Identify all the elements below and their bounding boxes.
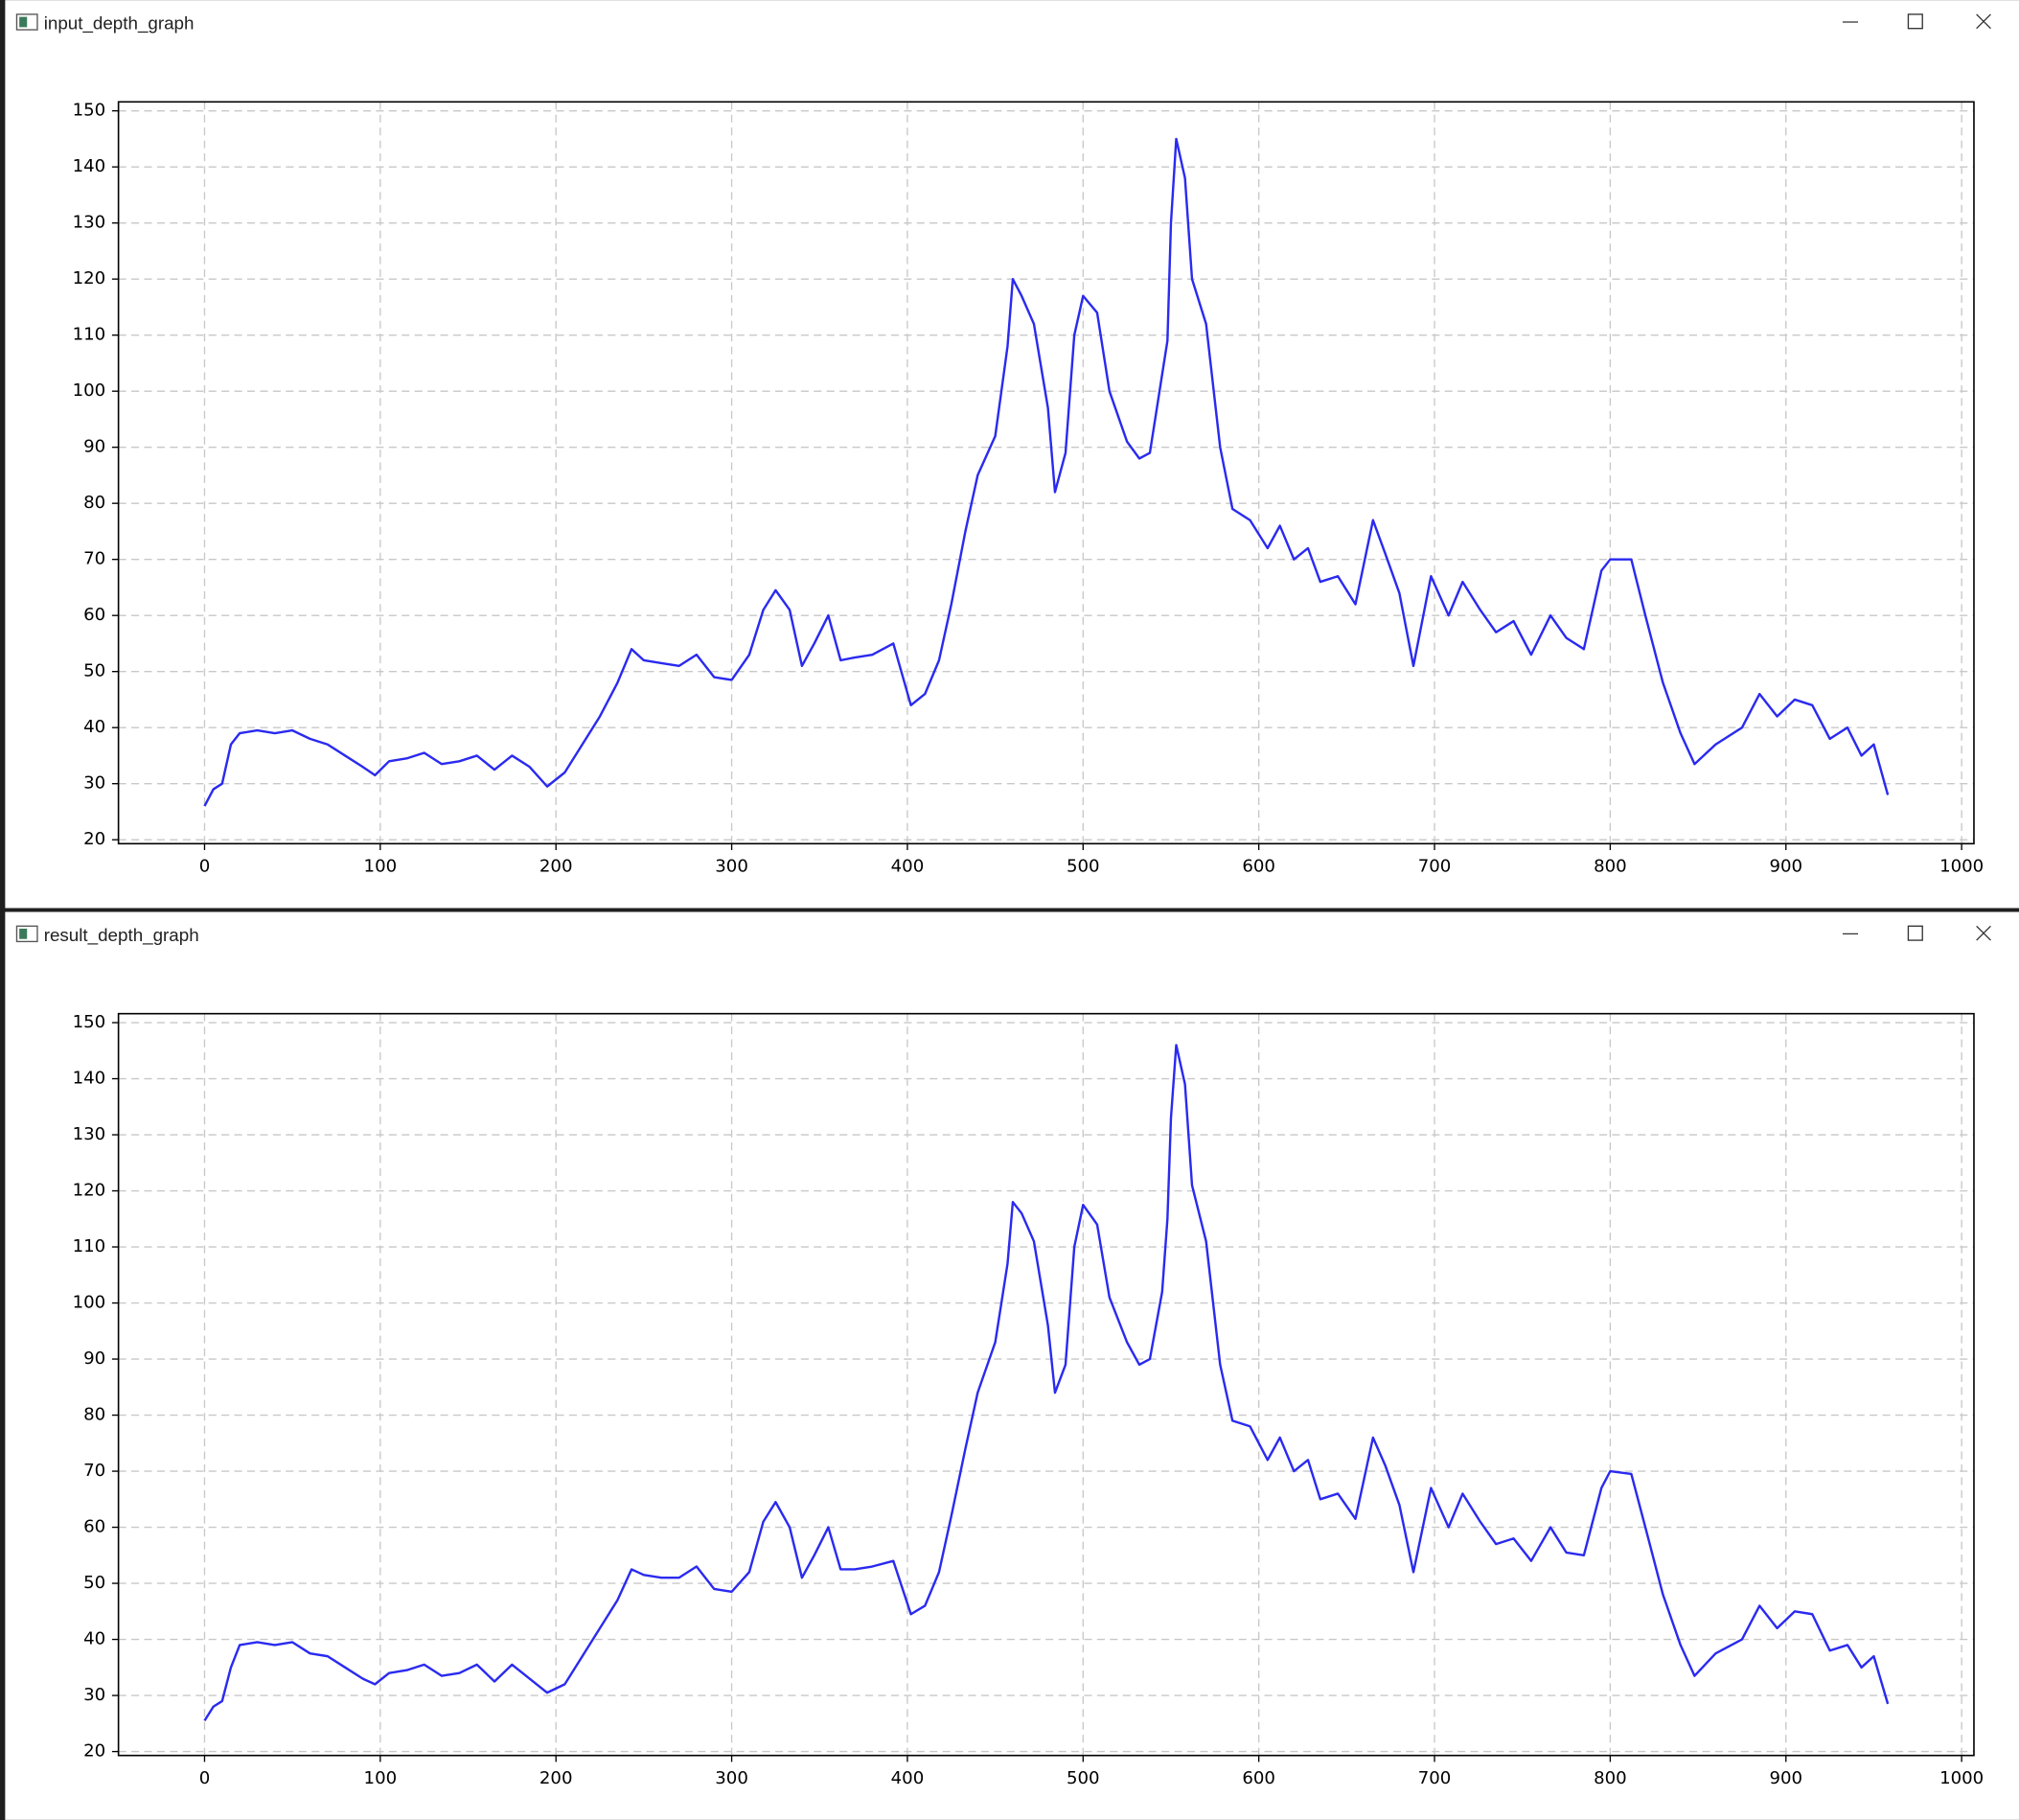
y-tick-label: 50 — [83, 1573, 105, 1593]
x-tick-label: 500 — [1067, 856, 1100, 876]
y-tick-label: 110 — [73, 325, 106, 345]
x-tick-label: 200 — [539, 856, 573, 876]
data-line — [203, 137, 1890, 807]
x-tick-label: 300 — [715, 1768, 748, 1788]
window-frame — [5, 0, 2019, 909]
y-tick-label: 70 — [83, 1461, 105, 1481]
y-tick-label: 60 — [83, 1517, 105, 1537]
y-tick-label: 150 — [73, 101, 106, 121]
x-tick-label: 0 — [199, 1768, 211, 1788]
window: input_depth_graph — [5, 0, 2019, 909]
chart: 20 30 40 50 60 70 80 90 100 110 120 130 140 150 0 100 20… — [73, 1012, 1985, 1788]
y-tick-label: 100 — [73, 380, 106, 401]
window: result_depth_graph — [5, 911, 2019, 1820]
y-tick-label: 90 — [83, 437, 105, 457]
y-tick-label: 50 — [83, 661, 105, 681]
y-tick-label: 130 — [73, 1124, 106, 1144]
y-tick-label: 30 — [83, 773, 105, 794]
window-title: input_depth_graph — [44, 13, 195, 35]
x-tick-label: 200 — [539, 1768, 573, 1788]
plot-frame — [117, 1012, 1975, 1757]
y-tick-label: 140 — [73, 1069, 106, 1089]
y-tick-label: 130 — [73, 213, 106, 233]
close-button[interactable] — [1976, 13, 1991, 30]
x-tick-label: 1000 — [1939, 1768, 1984, 1788]
close-button[interactable] — [1976, 925, 1991, 941]
maximize-button[interactable] — [1907, 13, 1923, 30]
x-tick-label: 800 — [1594, 856, 1627, 876]
y-tick-label: 110 — [73, 1236, 106, 1256]
x-tick-label: 100 — [364, 856, 398, 876]
y-tick-label: 120 — [73, 268, 106, 288]
maximize-button[interactable] — [1907, 925, 1923, 941]
y-tick-label: 40 — [83, 717, 105, 737]
y-tick-label: 80 — [83, 1405, 105, 1425]
x-tick-label: 900 — [1769, 856, 1802, 876]
plot-frame — [117, 101, 1975, 845]
window-frame — [5, 911, 2019, 1820]
x-tick-label: 600 — [1242, 1768, 1275, 1788]
y-tick-label: 20 — [83, 1741, 105, 1762]
x-tick-label: 300 — [715, 856, 748, 876]
window-title: result_depth_graph — [44, 925, 199, 946]
y-tick-label: 100 — [73, 1293, 106, 1313]
x-tick-label: 400 — [891, 856, 925, 876]
x-tick-label: 600 — [1242, 856, 1275, 876]
y-tick-label: 20 — [83, 829, 105, 849]
app-icon — [15, 13, 38, 31]
chart: 20 30 40 50 60 70 80 90 100 110 120 130 140 150 0 100 20… — [73, 101, 1985, 877]
data-line — [203, 1044, 1890, 1722]
y-tick-label: 70 — [83, 549, 105, 569]
y-tick-label: 150 — [73, 1012, 106, 1032]
x-tick-label: 700 — [1418, 1768, 1452, 1788]
x-tick-label: 400 — [891, 1768, 925, 1788]
y-tick-label: 140 — [73, 156, 106, 176]
x-tick-label: 500 — [1067, 1768, 1100, 1788]
x-tick-label: 1000 — [1939, 856, 1984, 876]
x-tick-label: 700 — [1418, 856, 1452, 876]
y-tick-label: 120 — [73, 1181, 106, 1201]
x-tick-label: 0 — [199, 856, 211, 876]
y-tick-label: 90 — [83, 1348, 105, 1369]
x-tick-label: 100 — [364, 1768, 398, 1788]
x-tick-label: 800 — [1594, 1768, 1627, 1788]
y-tick-label: 40 — [83, 1629, 105, 1649]
y-tick-label: 30 — [83, 1685, 105, 1705]
x-tick-label: 900 — [1769, 1768, 1802, 1788]
y-tick-label: 80 — [83, 493, 105, 513]
app-icon — [15, 925, 38, 943]
y-tick-label: 60 — [83, 605, 105, 625]
